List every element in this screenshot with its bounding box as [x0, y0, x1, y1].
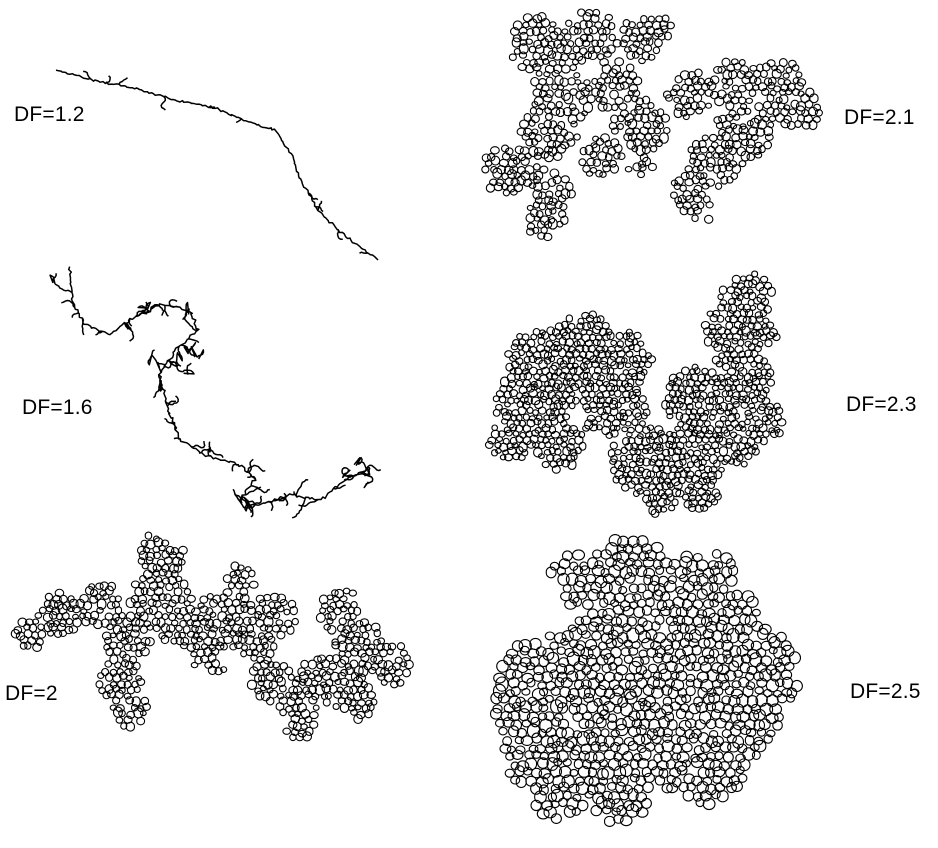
- df-2-5-particles: [490, 534, 803, 827]
- label-df-2: DF=2: [5, 682, 58, 705]
- aggregate-df-1-2: [55, 69, 379, 261]
- label-df-2-3: DF=2.3: [846, 393, 917, 416]
- label-df-1-6: DF=1.6: [22, 396, 93, 419]
- aggregate-df-2-5: [490, 534, 803, 827]
- aggregate-df-2-3: [484, 270, 787, 518]
- df-2-3-particles: [484, 270, 787, 518]
- df-2-1-particles: [481, 8, 823, 242]
- label-df-1-2: DF=1.2: [14, 103, 85, 126]
- df-1-6-chain: [49, 266, 382, 519]
- aggregate-df-2-1: [481, 8, 823, 242]
- df-2-particles: [10, 531, 414, 742]
- aggregate-df-1-6: [49, 266, 382, 519]
- label-df-2-5: DF=2.5: [850, 680, 921, 703]
- aggregate-df-2: [10, 531, 414, 742]
- df-1-2-chain: [55, 69, 379, 261]
- label-df-2-1: DF=2.1: [844, 106, 915, 129]
